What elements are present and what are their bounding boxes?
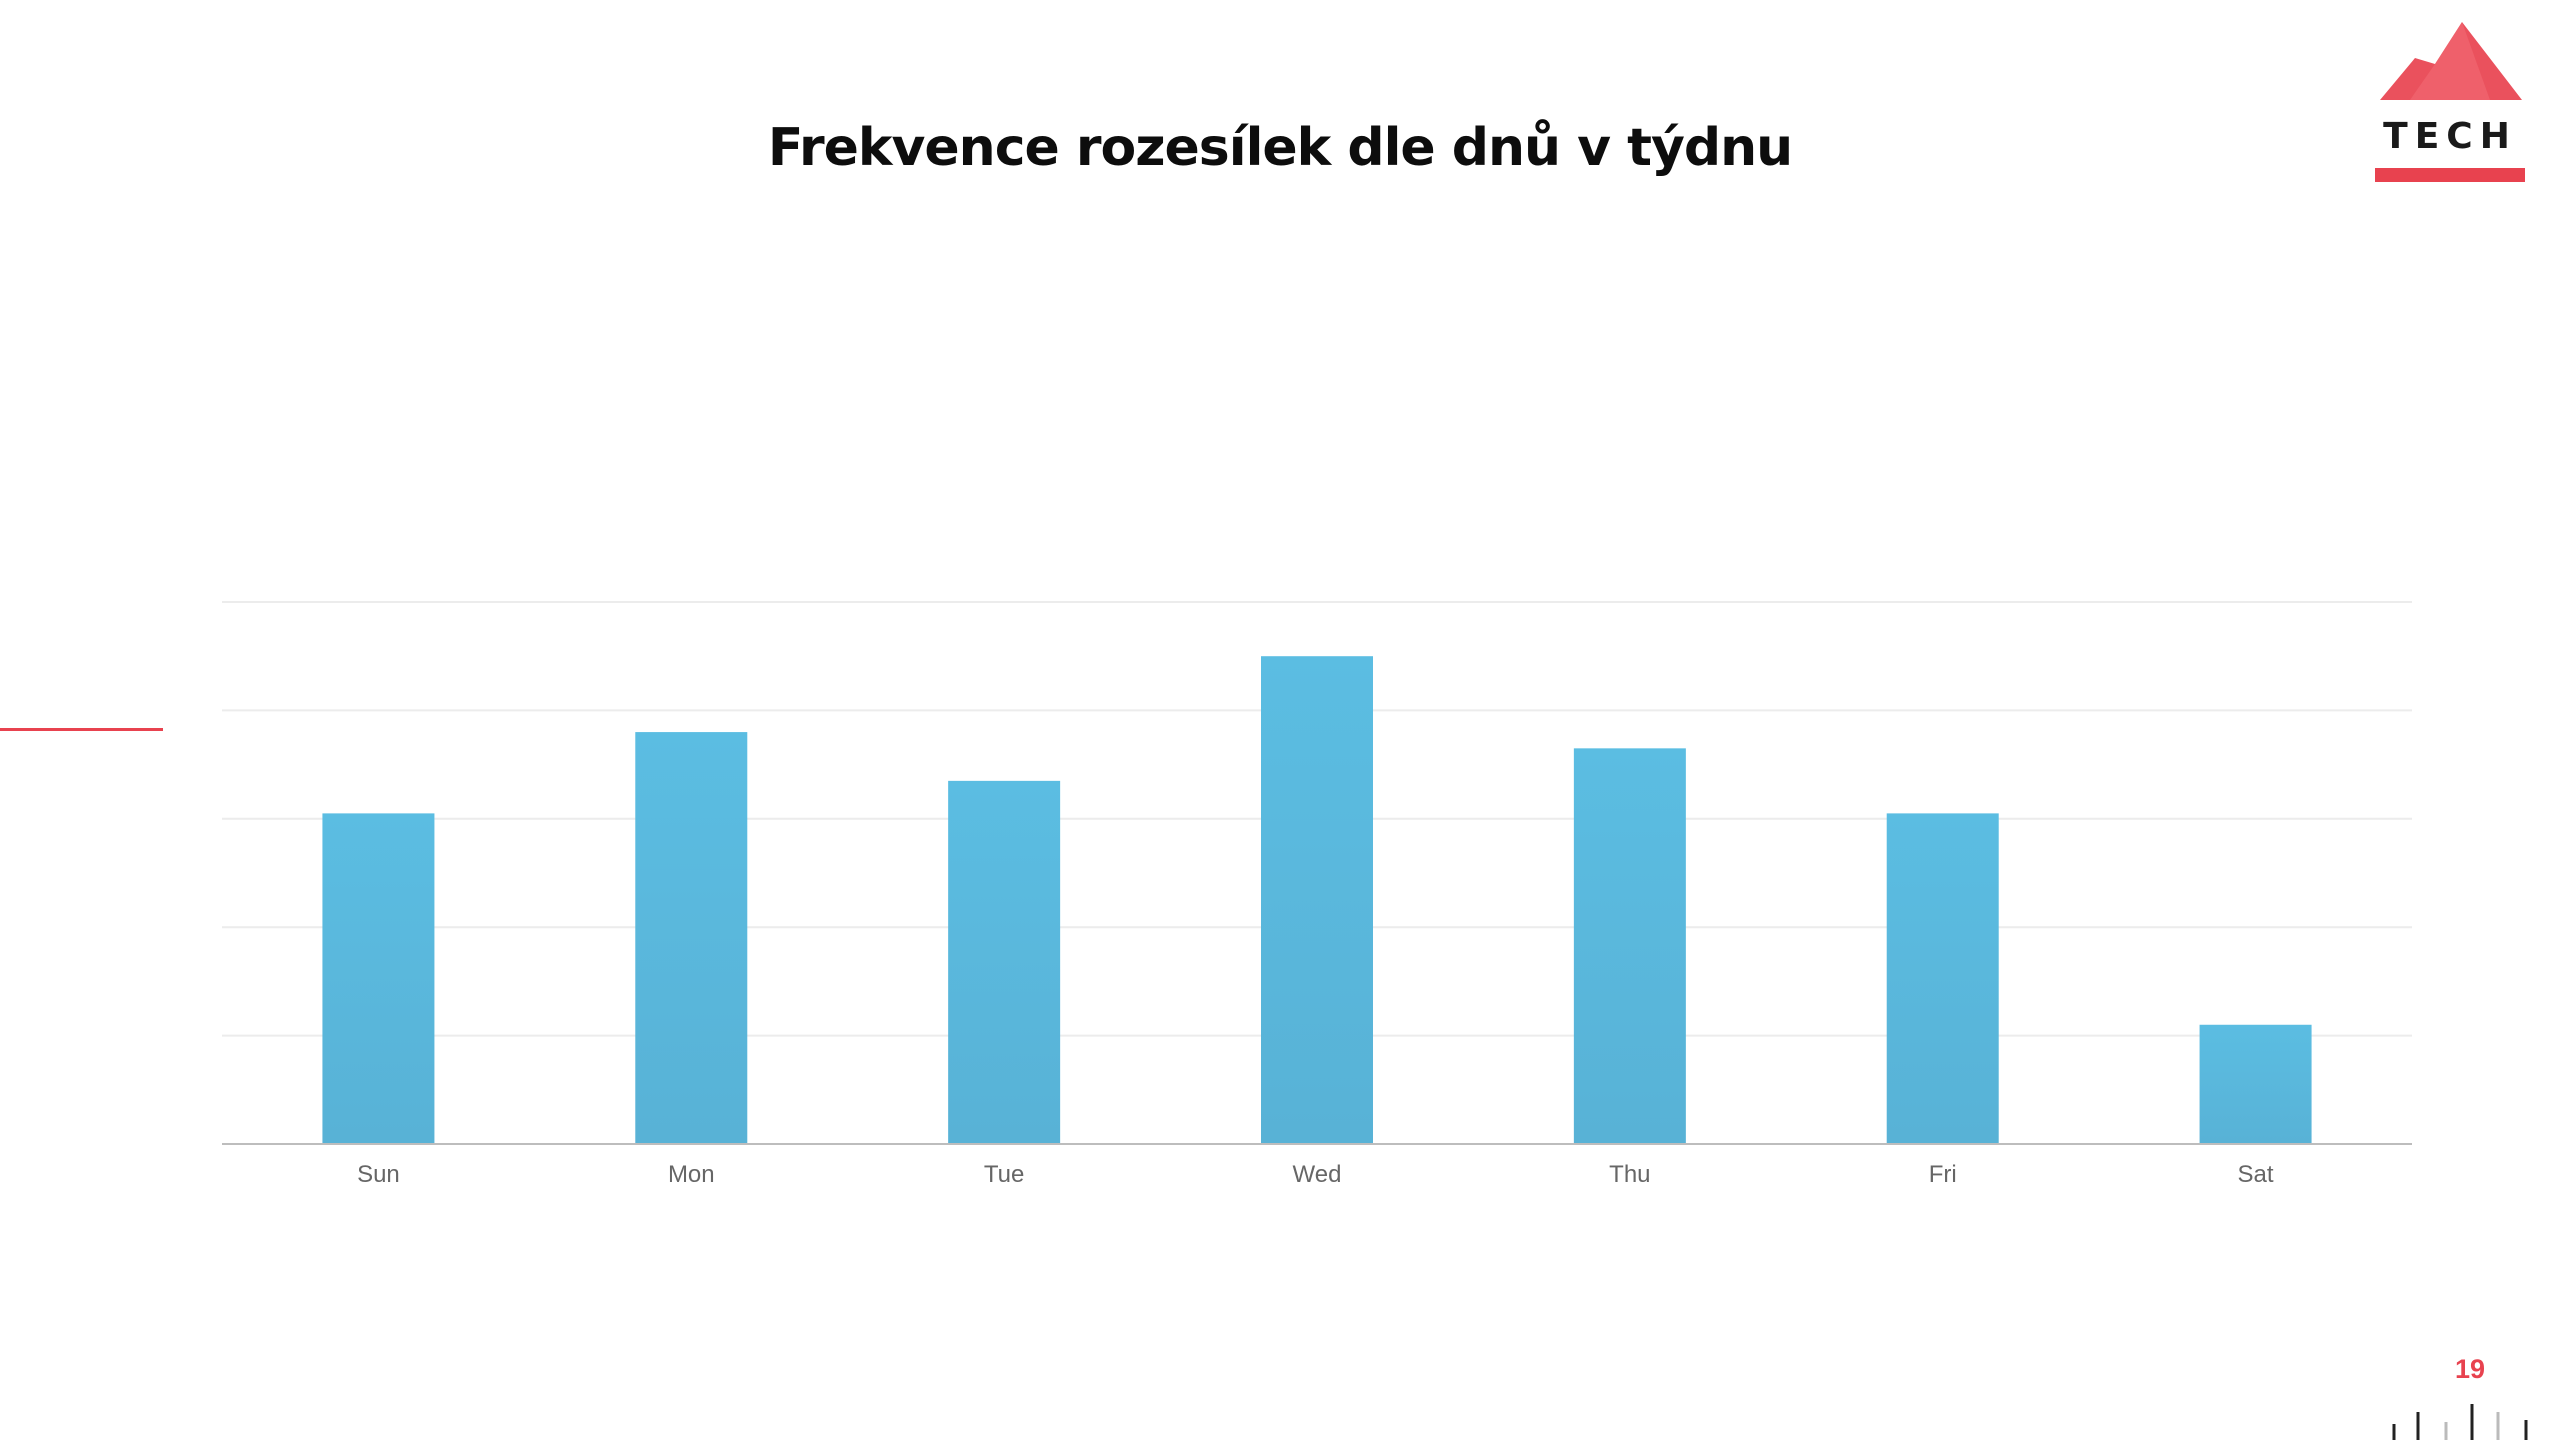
bar-wed bbox=[1261, 656, 1373, 1144]
chart-bars bbox=[322, 656, 2312, 1144]
logo-text: TECH bbox=[2383, 116, 2517, 157]
x-tick-label: Wed bbox=[1293, 1161, 1342, 1188]
x-tick-label: Tue bbox=[984, 1161, 1024, 1188]
logo-underline bbox=[2375, 168, 2525, 182]
bar-tue bbox=[948, 780, 1061, 1144]
x-tick-label: Sat bbox=[2238, 1161, 2274, 1188]
logo-mountain-shade bbox=[2410, 22, 2490, 100]
x-tick-label: Thu bbox=[1609, 1161, 1650, 1188]
accent-side-line bbox=[0, 728, 163, 731]
bar-mon bbox=[635, 732, 748, 1144]
page-number: 19 bbox=[2454, 1354, 2486, 1384]
x-tick-label: Fri bbox=[1929, 1161, 1957, 1188]
x-tick-label: Sun bbox=[357, 1161, 400, 1188]
tech-logo: TECH bbox=[2375, 22, 2525, 182]
decorative-lines bbox=[2392, 1404, 2528, 1440]
bar-sun bbox=[322, 813, 435, 1144]
bar-fri bbox=[1886, 813, 1999, 1144]
bar-sat bbox=[2199, 1024, 2312, 1144]
bar-thu bbox=[1573, 748, 1686, 1144]
slide-title: Frekvence rozesílek dle dnů v týdnu bbox=[767, 118, 1793, 178]
x-tick-label: Mon bbox=[668, 1161, 715, 1188]
chart-tick-labels: Sun Mon Tue Wed Thu Fri Sat bbox=[357, 1161, 2274, 1188]
